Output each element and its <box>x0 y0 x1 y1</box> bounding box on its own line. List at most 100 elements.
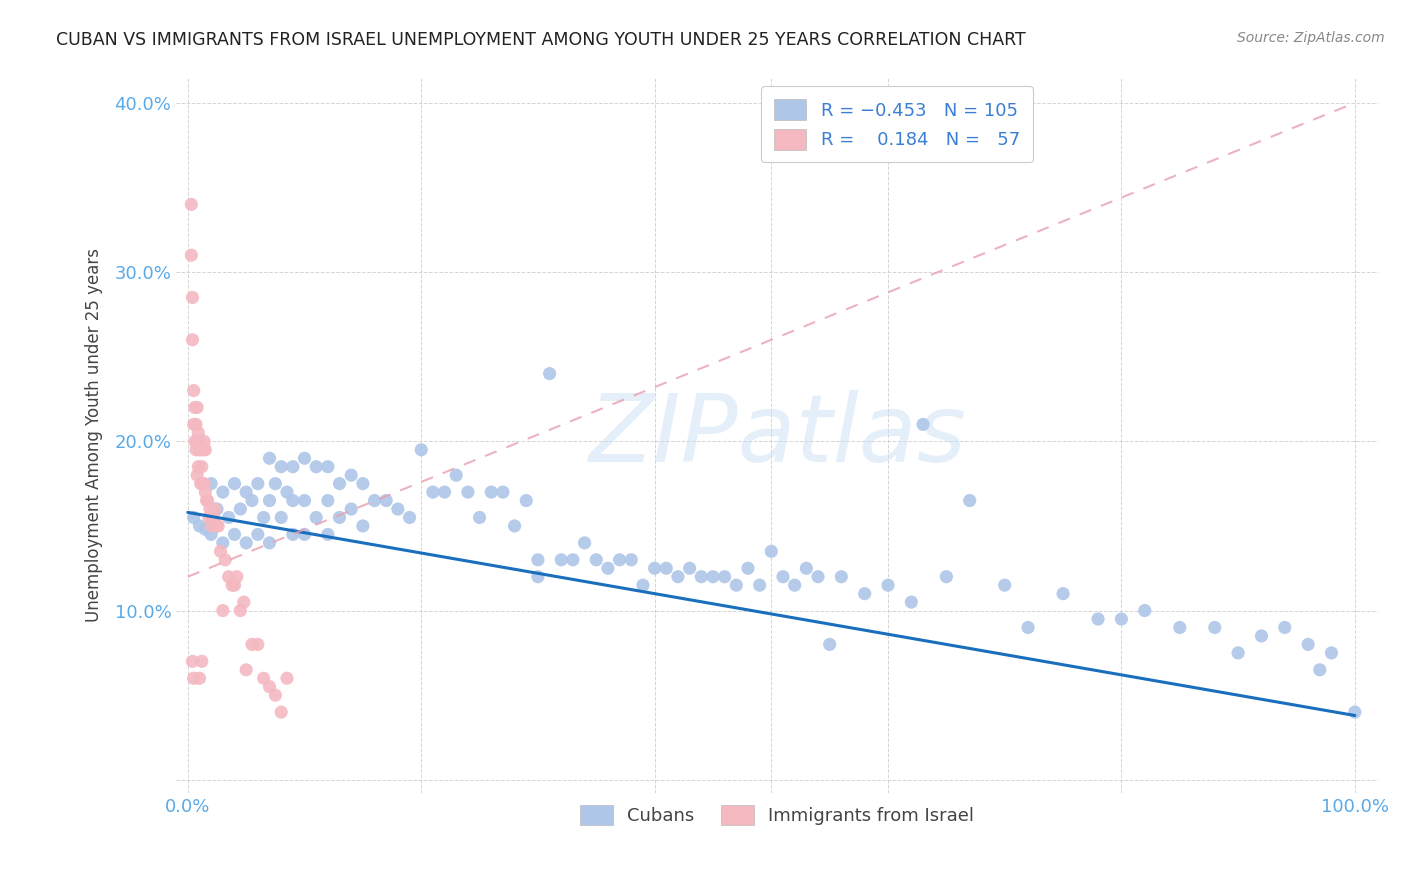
Point <box>183 671 205 685</box>
Point <box>316 527 339 541</box>
Point <box>211 485 233 500</box>
Point <box>224 578 246 592</box>
Point <box>1344 705 1367 719</box>
Point <box>218 510 240 524</box>
Point <box>316 459 339 474</box>
Point <box>702 570 724 584</box>
Point <box>276 485 298 500</box>
Point <box>270 459 292 474</box>
Point <box>574 536 596 550</box>
Point <box>911 417 934 432</box>
Point <box>188 434 211 449</box>
Point <box>1274 620 1296 634</box>
Point <box>229 603 252 617</box>
Point <box>398 510 420 524</box>
Point <box>224 476 246 491</box>
Point <box>783 578 806 592</box>
Point <box>387 502 409 516</box>
Point <box>328 510 350 524</box>
Point <box>186 401 208 415</box>
Point <box>198 502 221 516</box>
Point <box>184 401 207 415</box>
Point <box>195 493 218 508</box>
Point <box>305 459 328 474</box>
Point <box>207 519 229 533</box>
Point <box>818 637 841 651</box>
Point <box>294 527 316 541</box>
Point <box>187 425 209 440</box>
Point <box>209 544 232 558</box>
Point <box>259 536 281 550</box>
Point <box>761 544 783 558</box>
Point <box>264 688 287 702</box>
Point <box>186 468 208 483</box>
Text: ZIPatlas: ZIPatlas <box>588 390 966 481</box>
Point <box>188 671 211 685</box>
Point <box>281 459 304 474</box>
Point <box>340 468 363 483</box>
Point <box>184 434 207 449</box>
Point <box>187 459 209 474</box>
Point <box>204 502 226 516</box>
Point <box>214 553 236 567</box>
Point <box>200 519 222 533</box>
Point <box>444 468 467 483</box>
Point <box>620 553 643 567</box>
Point <box>807 570 830 584</box>
Point <box>235 663 257 677</box>
Point <box>184 442 207 457</box>
Point <box>235 536 257 550</box>
Point <box>772 570 794 584</box>
Point <box>270 510 292 524</box>
Point <box>433 485 456 500</box>
Point <box>1227 646 1250 660</box>
Point <box>190 476 212 491</box>
Point <box>181 290 204 304</box>
Point <box>631 578 654 592</box>
Point <box>1204 620 1226 634</box>
Legend: Cubans, Immigrants from Israel: Cubans, Immigrants from Israel <box>571 796 983 834</box>
Point <box>1320 646 1343 660</box>
Point <box>340 502 363 516</box>
Point <box>655 561 678 575</box>
Point <box>281 493 304 508</box>
Point <box>211 536 233 550</box>
Point <box>515 493 537 508</box>
Point <box>191 442 214 457</box>
Text: Source: ZipAtlas.com: Source: ZipAtlas.com <box>1237 31 1385 45</box>
Point <box>1087 612 1109 626</box>
Point <box>457 485 479 500</box>
Point <box>197 493 219 508</box>
Point <box>232 595 254 609</box>
Point <box>194 485 217 500</box>
Point <box>181 333 204 347</box>
Point <box>235 485 257 500</box>
Point <box>188 442 211 457</box>
Point <box>194 522 217 536</box>
Point <box>690 570 713 584</box>
Point <box>538 367 561 381</box>
Point <box>224 527 246 541</box>
Point <box>352 476 374 491</box>
Point <box>678 561 700 575</box>
Point <box>609 553 631 567</box>
Point <box>1168 620 1191 634</box>
Point <box>959 493 981 508</box>
Point <box>270 705 292 719</box>
Point <box>725 578 748 592</box>
Point <box>994 578 1017 592</box>
Point <box>183 417 205 432</box>
Point <box>253 671 276 685</box>
Point <box>200 527 222 541</box>
Point <box>240 637 263 651</box>
Point <box>183 510 205 524</box>
Point <box>193 434 215 449</box>
Point <box>281 527 304 541</box>
Point <box>748 578 770 592</box>
Point <box>900 595 922 609</box>
Point <box>375 493 398 508</box>
Point <box>191 476 214 491</box>
Point <box>492 485 515 500</box>
Point <box>180 248 202 262</box>
Point <box>198 510 221 524</box>
